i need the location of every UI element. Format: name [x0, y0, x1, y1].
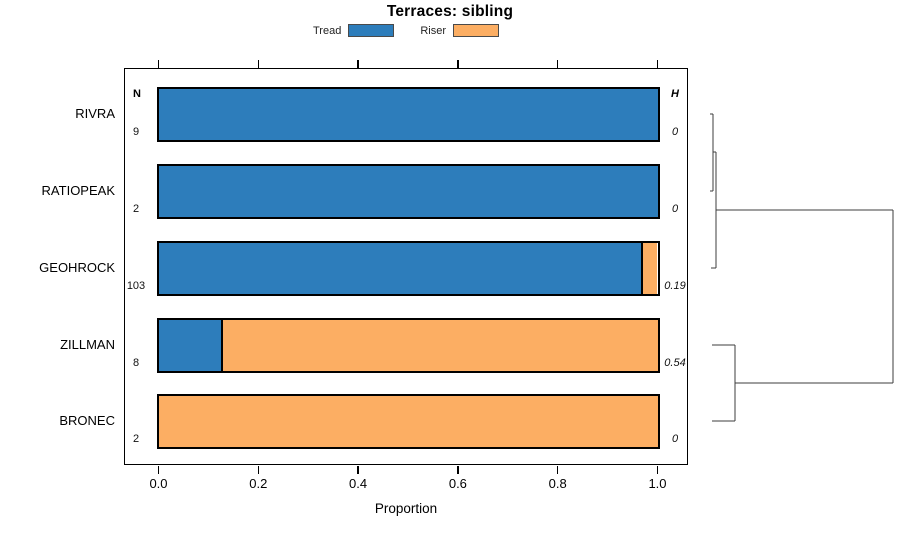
bar-segment-tread: [158, 242, 642, 294]
x-tick-top: [257, 59, 260, 68]
riser-color-swatch: [453, 24, 499, 37]
legend-item-riser: Riser: [420, 24, 499, 37]
x-tick-bottom: [457, 465, 459, 474]
bar-segment-tread: [158, 319, 221, 371]
x-tick-bottom: [556, 465, 559, 474]
legend-label-riser: Riser: [420, 24, 446, 37]
h-column-header: H: [671, 88, 679, 100]
bar: [156, 240, 660, 296]
x-tick-top: [157, 59, 160, 68]
legend-label-tread: Tread: [313, 24, 342, 37]
category-label: RIVRA: [75, 106, 115, 121]
x-tick-bottom: [157, 465, 160, 474]
h-value: 0.19: [664, 280, 686, 292]
n-value: 9: [132, 126, 140, 138]
h-value: 0: [671, 433, 679, 445]
bar-segment-riser: [641, 242, 658, 294]
x-tick-label: 0.2: [249, 476, 268, 491]
x-axis-label: Proportion: [374, 501, 438, 516]
h-value: 0: [671, 126, 679, 138]
tread-color-swatch: [348, 24, 395, 37]
bar-segment-riser: [158, 395, 658, 447]
x-tick-top: [457, 59, 459, 68]
x-tick-top: [656, 59, 659, 68]
x-tick-label: 0.4: [349, 476, 368, 491]
x-tick-label: 0.0: [149, 476, 168, 491]
legend-item-tread: Tread: [313, 24, 395, 37]
h-value: 0.54: [664, 357, 686, 369]
n-value: 103: [126, 280, 146, 292]
bar: [156, 86, 660, 142]
x-tick-bottom: [656, 465, 659, 474]
category-label: BRONEC: [59, 413, 115, 428]
h-value: 0: [671, 203, 679, 215]
bar-segment-tread: [158, 88, 658, 140]
bar: [156, 393, 660, 449]
category-label: GEOHROCK: [39, 260, 115, 275]
x-tick-bottom: [357, 465, 359, 474]
bar: [156, 163, 660, 219]
legend: Tread Riser: [124, 23, 688, 38]
x-tick-label: 0.6: [448, 476, 467, 491]
bar: [156, 317, 660, 373]
n-value: 2: [132, 203, 140, 215]
x-tick-top: [357, 59, 359, 68]
x-tick-label: 1.0: [648, 476, 667, 491]
bar-segment-tread: [158, 165, 658, 217]
chart-title: Terraces: sibling: [386, 3, 514, 20]
n-column-header: N: [133, 88, 141, 100]
category-label: ZILLMAN: [60, 337, 115, 352]
n-value: 2: [132, 433, 140, 445]
n-value: 8: [132, 357, 140, 369]
category-label: RATIOPEAK: [41, 183, 115, 198]
x-tick-bottom: [257, 465, 260, 474]
x-tick-top: [556, 59, 559, 68]
x-tick-label: 0.8: [548, 476, 567, 491]
bar-segment-riser: [220, 319, 658, 371]
